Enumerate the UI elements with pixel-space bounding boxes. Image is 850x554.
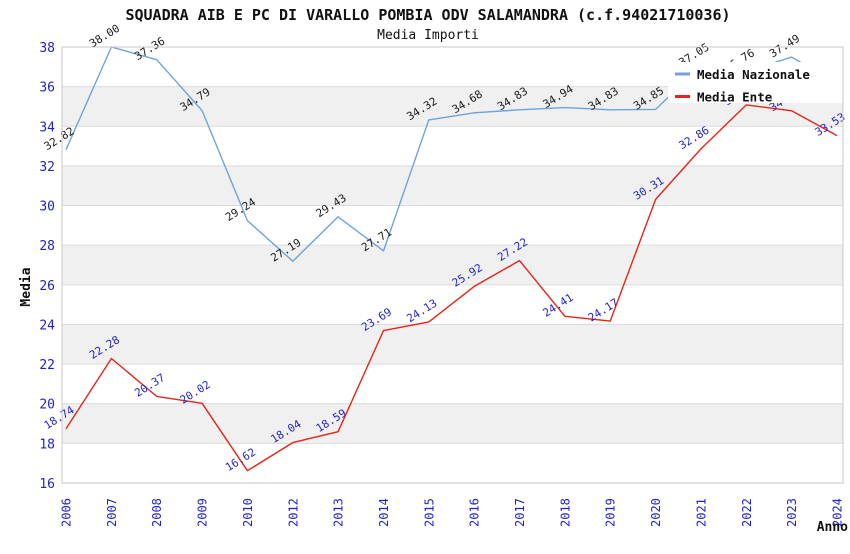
x-tick-label: 2012 <box>286 498 300 527</box>
x-tick-label: 2021 <box>694 498 708 527</box>
data-label: 16.62 <box>223 445 258 474</box>
legend-label-media-ente: Media Ente <box>697 90 773 105</box>
x-tick-label: 2018 <box>558 498 572 527</box>
y-tick-label: 38 <box>39 41 55 56</box>
plot-band <box>62 245 843 285</box>
plot-band <box>62 165 843 206</box>
y-tick-label: 36 <box>39 81 55 96</box>
x-tick-label: 2019 <box>604 498 618 527</box>
y-tick-label: 34 <box>39 120 55 135</box>
legend-item-media-nazionale: Media Nazionale <box>675 67 810 82</box>
series-line-media-ente <box>65 104 838 472</box>
y-tick-label: 22 <box>39 358 55 373</box>
legend: Media Nazionale Media Ente <box>668 62 843 105</box>
y-tick-label: 28 <box>39 239 55 254</box>
y-tick-label: 18 <box>39 437 55 452</box>
chart-title: SQUADRA AIB E PC DI VARALLO POMBIA ODV S… <box>125 6 730 24</box>
x-tick-label: 2008 <box>150 498 164 527</box>
legend-item-media-ente: Media Ente <box>675 90 773 105</box>
y-tick-label: 26 <box>39 279 55 294</box>
data-label: 37.49 <box>767 32 802 61</box>
x-tick-label: 2010 <box>241 498 255 527</box>
x-tick-label: 2014 <box>377 498 391 527</box>
y-tick-label: 30 <box>39 200 55 215</box>
x-tick-label: 2024 <box>831 498 845 527</box>
data-label: 20.37 <box>132 371 167 400</box>
y-axis-title: Media <box>19 267 34 306</box>
x-tick-label: 2020 <box>649 498 663 527</box>
x-tick-label: 2006 <box>60 498 74 527</box>
x-tick-label: 2015 <box>422 498 436 527</box>
data-label: 38.00 <box>87 22 122 51</box>
legend-background <box>668 62 843 103</box>
x-tick-label: 2023 <box>785 498 799 527</box>
plot-band <box>62 324 843 365</box>
y-tick-label: 24 <box>39 318 55 333</box>
plot-border <box>61 46 844 484</box>
x-tick-label: 2022 <box>740 498 754 527</box>
x-tick-label: 2007 <box>105 498 119 527</box>
data-label: 32.86 <box>677 124 712 153</box>
y-tick-label: 32 <box>39 160 55 175</box>
x-axis-title: Anno <box>817 520 848 535</box>
x-tick-label: 2009 <box>196 498 210 527</box>
data-label: 24.41 <box>541 291 576 320</box>
x-tick-label: 2016 <box>468 498 482 527</box>
chart-subtitle: Media Importi <box>377 28 479 43</box>
y-tick-label: 20 <box>39 398 55 413</box>
x-tick-label: 2017 <box>513 498 527 527</box>
y-tick-label: 16 <box>39 477 55 492</box>
x-tick-label: 2013 <box>332 498 346 527</box>
legend-label-media-nazionale: Media Nazionale <box>697 67 810 82</box>
data-label: 37.36 <box>132 34 167 63</box>
data-label: 24.13 <box>404 297 439 326</box>
plot-bands <box>62 86 843 444</box>
plot-band <box>62 403 843 444</box>
